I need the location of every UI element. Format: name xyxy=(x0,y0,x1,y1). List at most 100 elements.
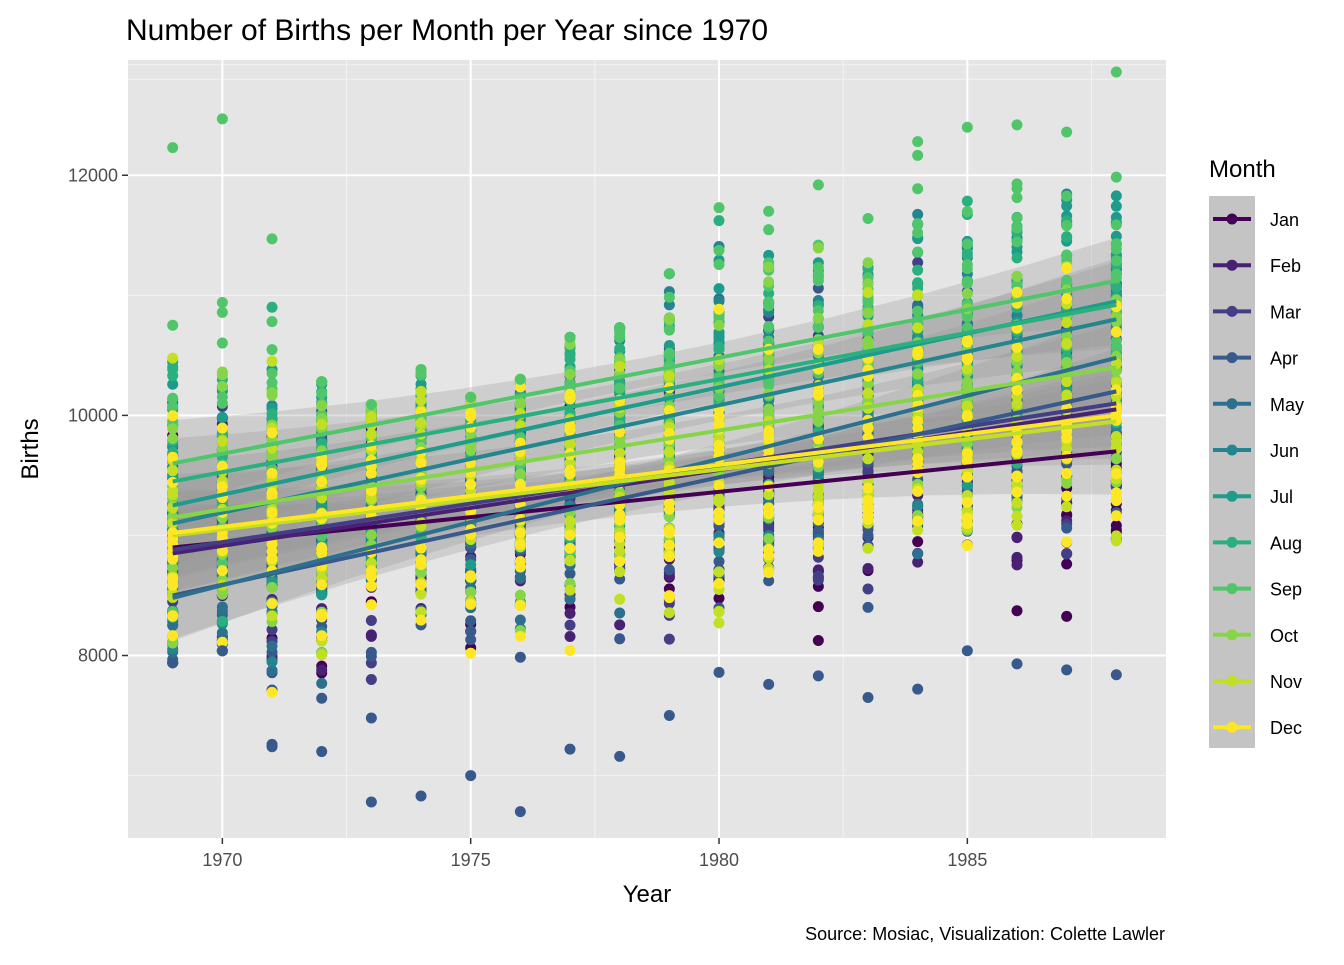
legend-key-point xyxy=(1226,213,1238,225)
chart-title: Number of Births per Month per Year sinc… xyxy=(126,14,768,47)
data-point xyxy=(763,575,775,587)
data-point xyxy=(713,319,725,331)
data-point xyxy=(1011,605,1023,617)
data-point xyxy=(1110,219,1122,231)
legend-item-sep: Sep xyxy=(1213,580,1302,600)
data-point xyxy=(1011,286,1023,298)
data-point xyxy=(912,257,924,269)
data-point xyxy=(1110,200,1122,212)
data-point xyxy=(167,392,179,404)
data-point xyxy=(1110,255,1122,267)
data-point xyxy=(365,615,377,627)
data-point xyxy=(167,610,179,622)
data-point xyxy=(564,515,576,527)
data-point xyxy=(1011,119,1023,131)
data-point xyxy=(961,247,973,259)
data-point xyxy=(266,487,278,499)
data-point xyxy=(415,417,427,429)
data-point xyxy=(1061,664,1073,676)
data-point xyxy=(763,261,775,273)
data-point xyxy=(415,606,427,618)
data-point xyxy=(365,630,377,642)
data-point xyxy=(167,401,179,413)
data-point xyxy=(465,391,477,403)
legend-item-apr: Apr xyxy=(1213,349,1298,369)
data-point xyxy=(316,630,328,642)
y-tick-label: 10000 xyxy=(68,405,118,425)
legend-item-aug: Aug xyxy=(1213,533,1302,553)
data-point xyxy=(514,614,526,626)
data-point xyxy=(812,386,824,398)
data-point xyxy=(1061,548,1073,560)
data-point xyxy=(1061,337,1073,349)
data-point xyxy=(961,277,973,289)
data-point xyxy=(415,542,427,554)
data-point xyxy=(763,543,775,555)
data-point xyxy=(663,564,675,576)
data-point xyxy=(465,770,477,782)
data-point xyxy=(663,299,675,311)
data-point xyxy=(1011,497,1023,509)
data-point xyxy=(1061,126,1073,138)
data-point xyxy=(713,617,725,629)
data-point xyxy=(415,567,427,579)
legend-label: Sep xyxy=(1270,580,1302,600)
legend-key-point xyxy=(1226,352,1238,364)
data-point xyxy=(1110,190,1122,202)
data-point xyxy=(1011,270,1023,282)
data-point xyxy=(564,568,576,580)
data-point xyxy=(763,300,775,312)
legend-key-point xyxy=(1226,675,1238,687)
data-point xyxy=(812,526,824,538)
data-point xyxy=(316,589,328,601)
data-point xyxy=(862,287,874,299)
data-point xyxy=(812,514,824,526)
data-point xyxy=(1110,268,1122,280)
legend-key-point xyxy=(1226,398,1238,410)
data-point xyxy=(1011,183,1023,195)
data-point xyxy=(216,391,228,403)
legend-key-point xyxy=(1226,583,1238,595)
data-point xyxy=(1011,446,1023,458)
data-point xyxy=(961,471,973,483)
legend-item-jan: Jan xyxy=(1213,210,1299,230)
data-point xyxy=(961,401,973,413)
legend-label: Jun xyxy=(1270,441,1299,461)
data-point xyxy=(713,546,725,558)
data-point xyxy=(961,496,973,508)
data-point xyxy=(415,790,427,802)
x-tick-label: 1975 xyxy=(451,850,491,870)
data-point xyxy=(763,321,775,333)
legend-label: Oct xyxy=(1270,626,1298,646)
data-point xyxy=(316,664,328,676)
data-point xyxy=(415,457,427,469)
legend-label: Jan xyxy=(1270,210,1299,230)
data-point xyxy=(713,258,725,270)
data-point xyxy=(614,607,626,619)
data-point xyxy=(961,540,973,552)
data-point xyxy=(614,531,626,543)
data-point xyxy=(266,507,278,519)
data-point xyxy=(564,542,576,554)
trend-line-dec xyxy=(172,413,1117,536)
data-point xyxy=(216,481,228,493)
legend: Month Jan Feb Mar Apr May Jun Jul Aug Sep Oct Nov D… xyxy=(1209,156,1304,748)
y-axis-title: Births xyxy=(17,418,44,479)
data-point xyxy=(1061,190,1073,202)
data-point xyxy=(1061,262,1073,274)
data-point xyxy=(316,677,328,689)
data-point xyxy=(663,324,675,336)
legend-item-may: May xyxy=(1213,395,1304,415)
data-point xyxy=(961,448,973,460)
data-point xyxy=(912,500,924,512)
data-point xyxy=(713,592,725,604)
data-point xyxy=(614,593,626,605)
data-point xyxy=(912,305,924,317)
data-point xyxy=(266,597,278,609)
data-point xyxy=(216,411,228,423)
data-point xyxy=(614,361,626,373)
legend-key-point xyxy=(1226,444,1238,456)
data-point xyxy=(465,407,477,419)
data-point xyxy=(1061,536,1073,548)
data-point xyxy=(1061,317,1073,329)
